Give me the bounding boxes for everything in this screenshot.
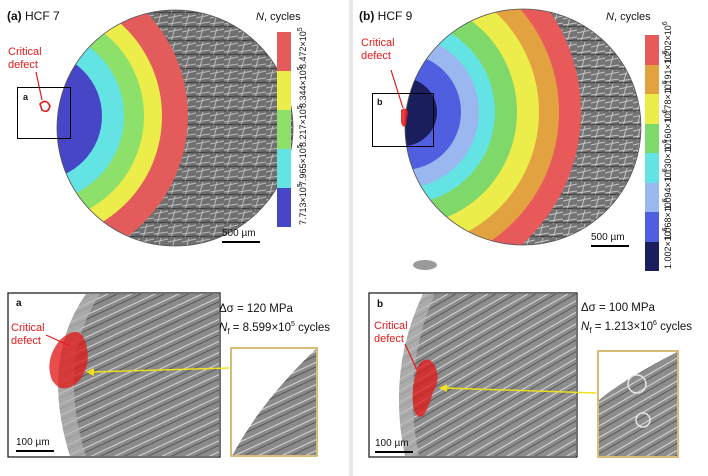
scale-bar-a xyxy=(222,241,260,243)
colorbar-a-tick-1: 8.472×105 xyxy=(297,27,308,69)
scale-label-a: 500 µm xyxy=(222,228,256,239)
arrow-line-b xyxy=(443,387,597,394)
colorbar-title-a: N, cycles xyxy=(256,11,301,23)
detail-letter-b: b xyxy=(377,299,384,310)
colorbar-b-segment-8 xyxy=(645,241,659,271)
debris-b xyxy=(413,260,437,270)
arrow-line-a xyxy=(90,367,230,373)
critical-defect-marker-a xyxy=(39,100,51,113)
critical-defect-detail-b xyxy=(412,359,438,417)
panel-label-a: (a) HCF 7 xyxy=(7,9,60,23)
critical-leader-detail-b xyxy=(404,343,418,371)
detail-critical-label-b: Critical defect xyxy=(374,320,408,345)
colorbar-b-segment-1 xyxy=(645,35,659,65)
fatigue-zone-b-8 xyxy=(405,78,437,146)
detail-scale-label-a: 100 µm xyxy=(16,437,50,448)
inset-image-a xyxy=(232,349,316,455)
zoom-letter-a: a xyxy=(23,92,29,102)
colorbar-a-tick-4: 7.965×105 xyxy=(297,144,308,186)
colorbar-title-b: N, cycles xyxy=(606,11,651,23)
colorbar-a-segment-1 xyxy=(277,32,291,71)
specimen-outline-b xyxy=(404,8,642,246)
critical-defect-label-b: Critical defect xyxy=(361,37,395,62)
colorbar-b-segment-4 xyxy=(645,123,659,153)
arrow-head-b xyxy=(439,384,447,392)
inset-image-b xyxy=(599,352,677,456)
zoom-letter-b: b xyxy=(377,97,383,107)
scale-bar-b xyxy=(591,245,629,247)
panel-a: (a) HCF 7 Critical defect a N, cycles 500… xyxy=(0,0,347,476)
detail-scale-bar-b xyxy=(375,451,413,453)
zoom-box-a xyxy=(17,87,71,139)
panel-b: (b) HCF 9 Critical defect b N, cycles 500… xyxy=(353,0,700,476)
colorbar-b-segment-2 xyxy=(645,64,659,94)
sem-detail-a xyxy=(58,294,219,456)
colorbar-b-tick-8: 1.002×106 xyxy=(662,227,673,269)
panel-b-graphics xyxy=(368,8,679,458)
scale-label-b: 500 µm xyxy=(591,232,625,243)
colorbar-b-segment-6 xyxy=(645,182,659,212)
critical-leader-a xyxy=(35,71,43,101)
panel-a-graphics xyxy=(7,9,318,458)
colorbar-b-segment-5 xyxy=(645,153,659,183)
critical-leader-detail-a xyxy=(45,334,71,347)
colorbar-a-tick-2: 8.344×105 xyxy=(297,66,308,108)
colorbar-b-segment-7 xyxy=(645,212,659,242)
critical-defect-label-a: Critical defect xyxy=(8,46,42,71)
zoom-box-b xyxy=(372,93,434,147)
colorbar-a-segment-5 xyxy=(277,188,291,227)
detail-scale-bar-a xyxy=(16,450,54,452)
panel-divider xyxy=(349,0,353,476)
sem-detail-b xyxy=(399,294,576,456)
critical-defect-detail-a xyxy=(49,331,88,389)
colorbar-a-segment-2 xyxy=(277,71,291,110)
colorbar-a-tick-3: 8.217×105 xyxy=(297,105,308,147)
panel-label-b: (b) HCF 9 xyxy=(359,9,413,23)
fatigue-zone-b-7 xyxy=(405,54,461,170)
colorbar-b-segment-3 xyxy=(645,94,659,124)
colorbar-a-segment-3 xyxy=(277,110,291,149)
detail-letter-a: a xyxy=(16,298,22,309)
fatigue-zone-a-5 xyxy=(57,52,102,180)
specimen-outline-a xyxy=(56,9,294,247)
colorbar-a-tick-5: 7.713×105 xyxy=(297,183,308,225)
detail-scale-label-b: 100 µm xyxy=(375,438,409,449)
detail-critical-label-a: Critical defect xyxy=(11,322,45,347)
fracture-surface-a xyxy=(57,10,293,246)
arrow-head-a xyxy=(86,368,94,376)
stress-info-a: Δσ = 120 MPa Nf = 8.599×105 cycles xyxy=(219,303,331,337)
critical-leader-b xyxy=(390,69,404,109)
colorbar-a-segment-4 xyxy=(277,149,291,188)
fracture-surface-b xyxy=(405,9,641,245)
critical-defect-marker-b xyxy=(401,108,408,127)
stress-info-b: Δσ = 100 MPa Nf = 1.213×106 cycles xyxy=(581,302,693,336)
